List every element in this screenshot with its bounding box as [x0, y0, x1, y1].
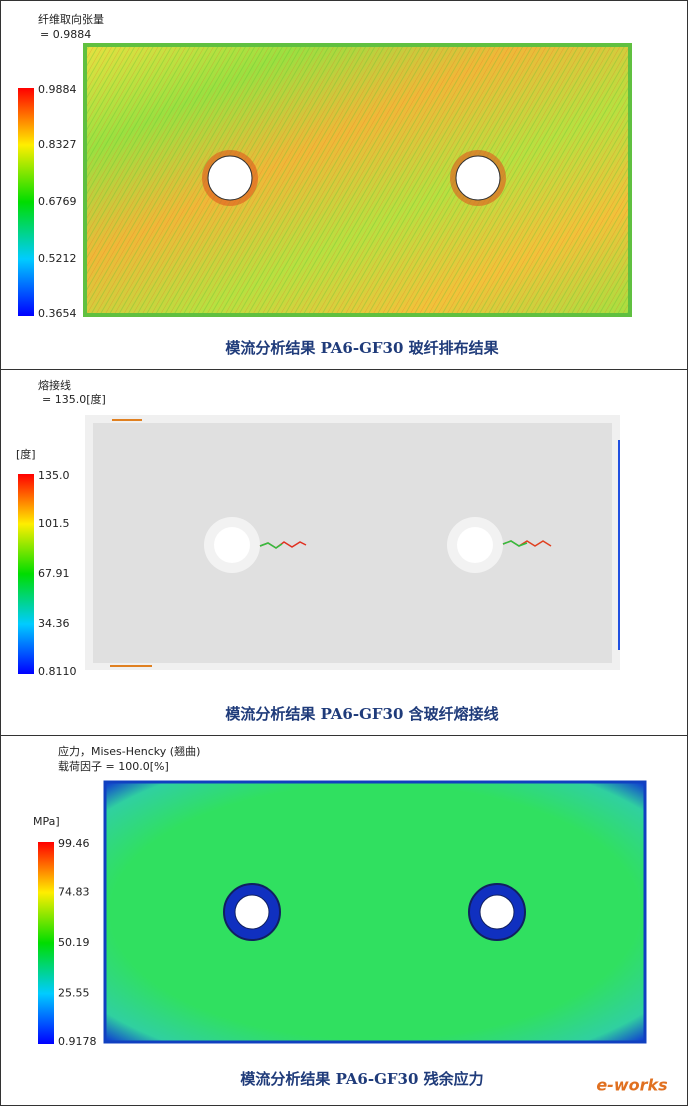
- legend-label: 0.8327: [38, 138, 77, 151]
- caption: 模流分析结果 PA6-GF30 残余应力: [240, 1070, 483, 1088]
- header: 载荷因子 = 100.0[%]: [58, 760, 169, 773]
- legend-label: 0.5212: [38, 252, 77, 265]
- legend-label: 25.55: [58, 987, 90, 1000]
- legend-label: 101.5: [38, 517, 70, 530]
- header: 纤维取向张量: [38, 12, 104, 26]
- header: 应力，Mises-Hencky (翘曲): [58, 744, 200, 758]
- legend-label: 0.9884: [38, 83, 77, 96]
- legend-label: 0.8110: [38, 665, 77, 678]
- legend-label: 67.91: [38, 567, 70, 580]
- legend-label: 135.0: [38, 469, 70, 482]
- header: 熔接线: [38, 378, 71, 392]
- unit: [度]: [16, 447, 36, 461]
- fiber-plot: [83, 43, 632, 317]
- stress-plot: [103, 780, 647, 1044]
- weld-plot: [85, 415, 620, 670]
- legend-label: 74.83: [58, 886, 90, 899]
- header: = 135.0[度]: [42, 392, 106, 406]
- legend-label: 50.19: [58, 936, 90, 949]
- color-bar: [38, 842, 54, 1044]
- caption: 模流分析结果 PA6-GF30 玻纤排布结果: [225, 339, 499, 357]
- legend-label: 99.46: [58, 837, 90, 850]
- watermark: e-works: [596, 1076, 667, 1095]
- caption: 模流分析结果 PA6-GF30 含玻纤熔接线: [225, 705, 498, 723]
- legend-label: 34.36: [38, 617, 70, 630]
- legend-label: 0.9178: [58, 1035, 97, 1048]
- color-bar: [18, 88, 34, 316]
- color-bar: [18, 474, 34, 674]
- legend-label: 0.3654: [38, 307, 77, 320]
- legend-label: 0.6769: [38, 195, 77, 208]
- panel-frame: [0, 735, 688, 1106]
- header: = 0.9884: [40, 28, 91, 41]
- unit: MPa]: [33, 815, 60, 828]
